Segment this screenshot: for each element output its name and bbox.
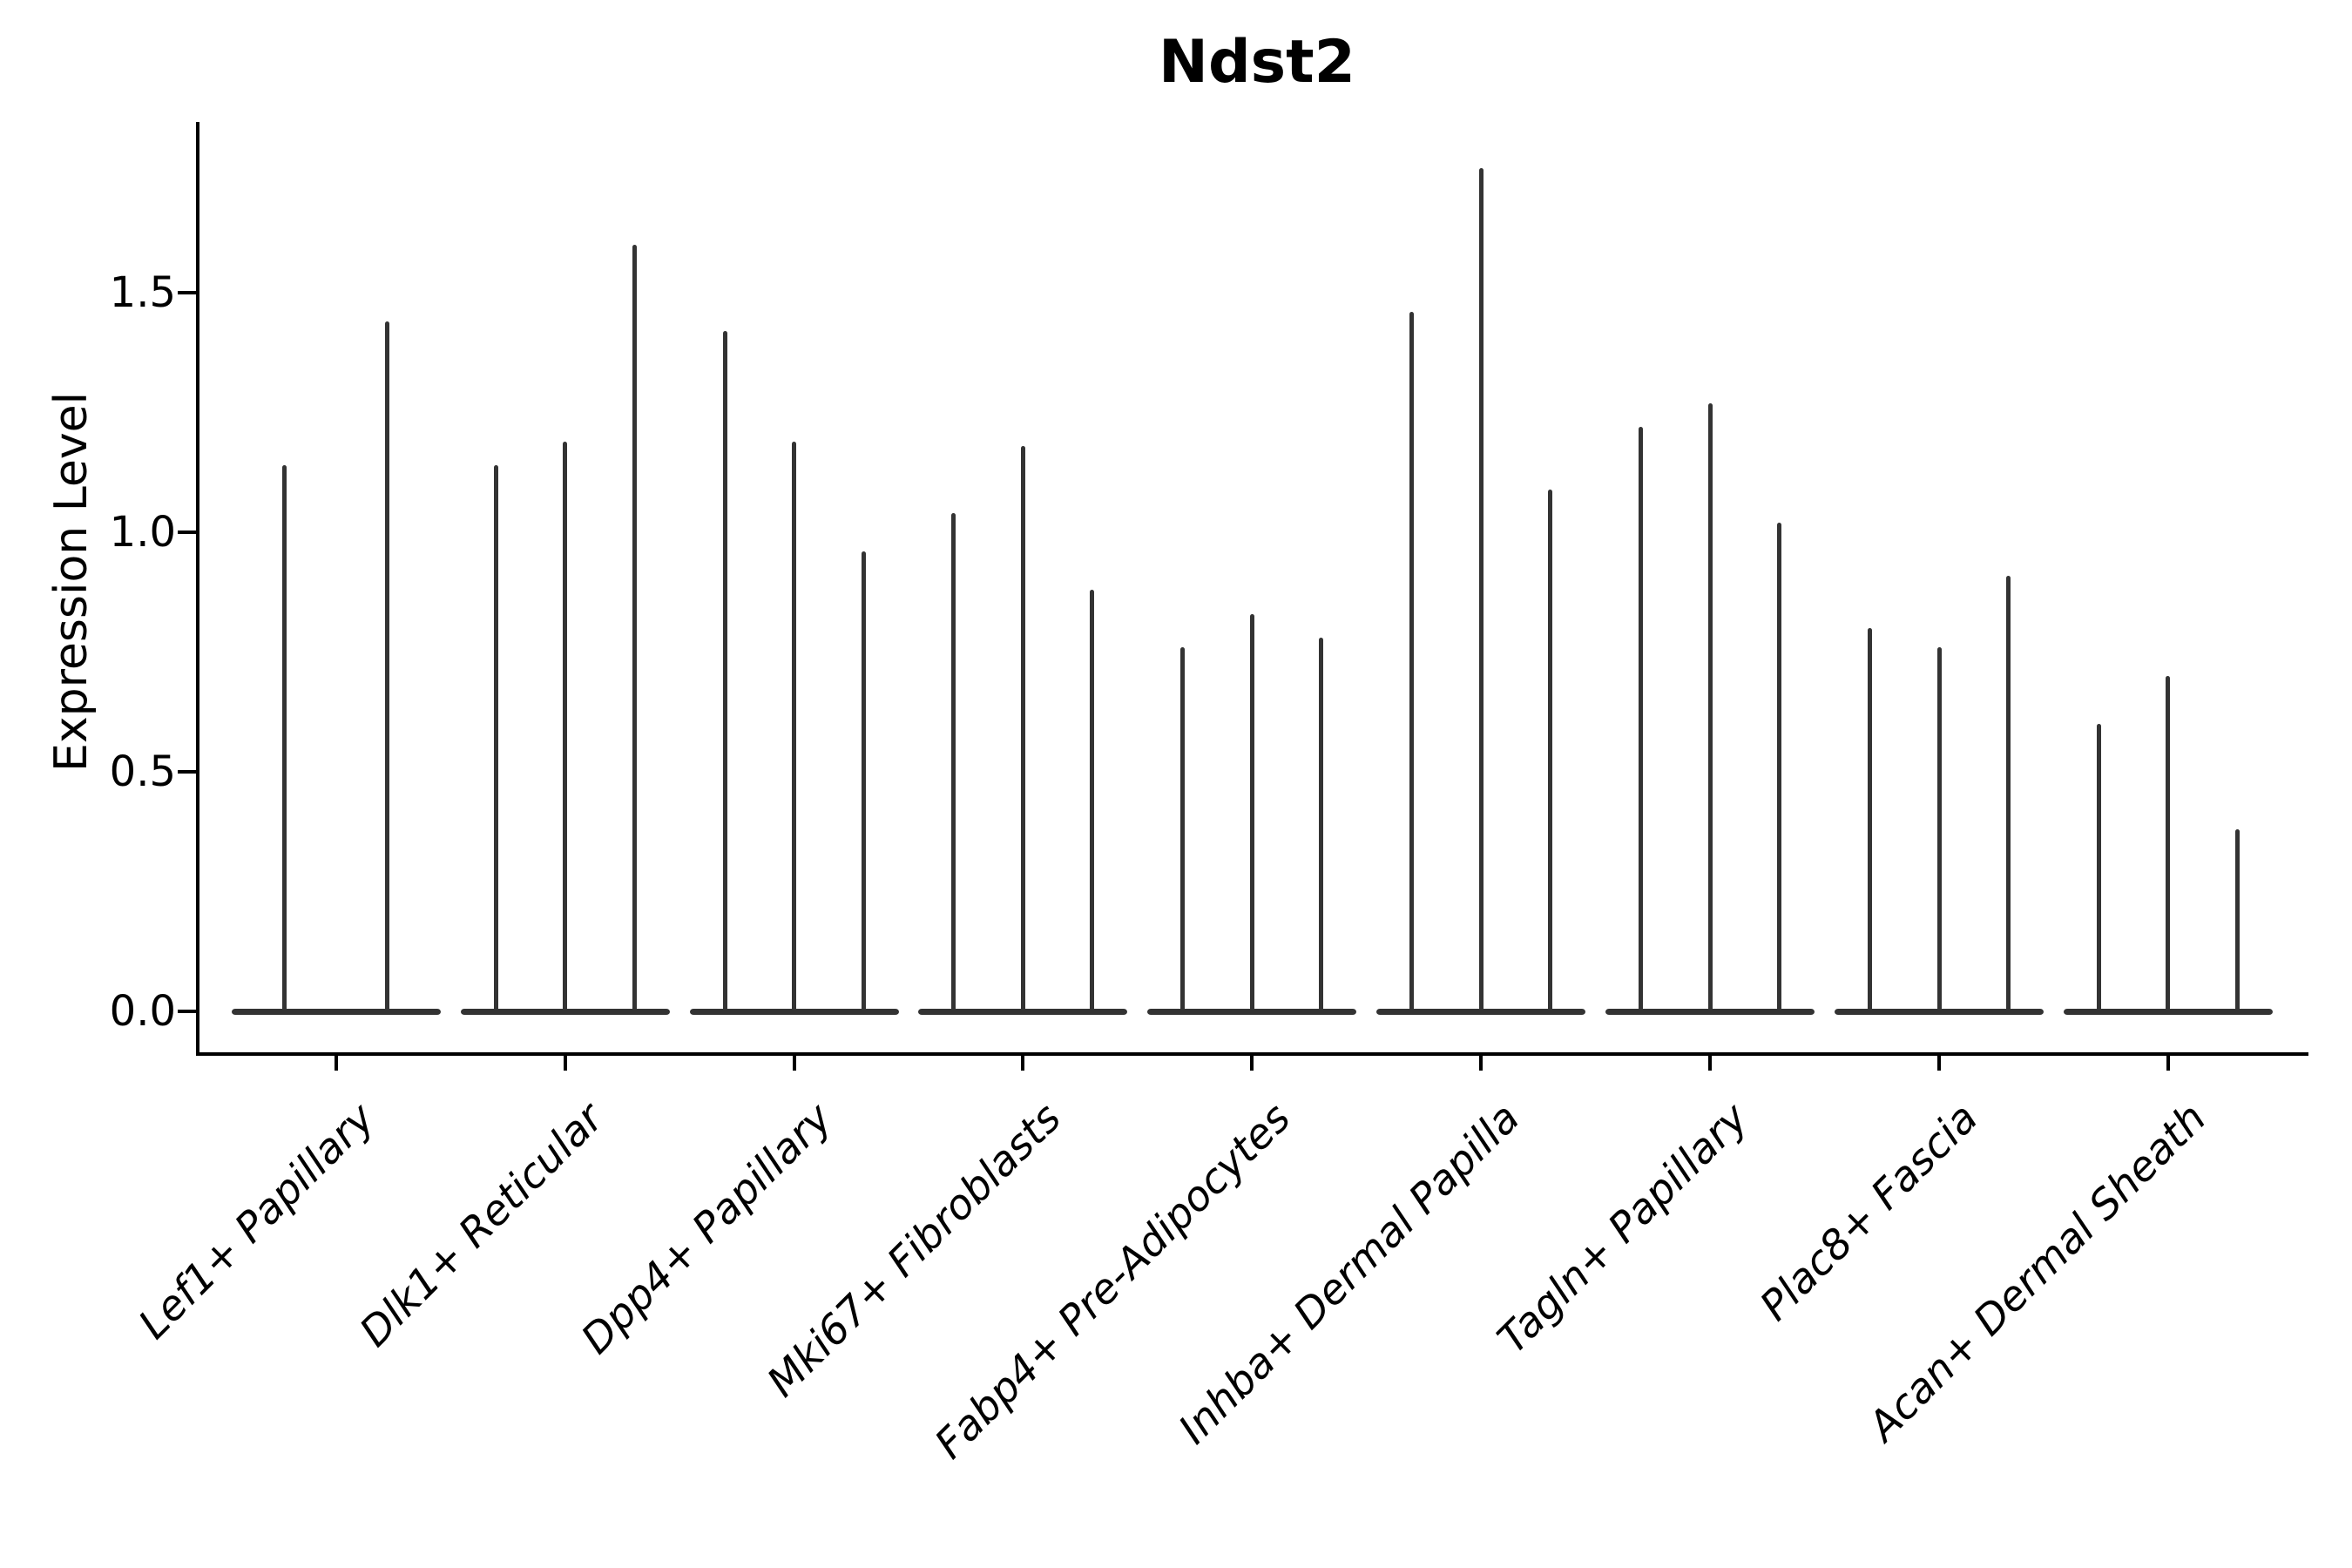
violin-spike — [493, 465, 498, 1011]
violin-spike — [1639, 427, 1644, 1011]
violin-base — [231, 1008, 441, 1015]
violin-spike — [385, 321, 390, 1011]
x-tick-mark — [1021, 1056, 1025, 1071]
violin-spike — [2166, 676, 2171, 1011]
violin-base — [918, 1008, 1128, 1015]
violin-spike — [2234, 829, 2240, 1011]
violin-spike — [1868, 628, 1872, 1011]
violin-spike — [1249, 613, 1254, 1011]
x-tick-mark — [792, 1056, 796, 1071]
violin-base — [1376, 1008, 1586, 1015]
violin-spike — [1090, 590, 1095, 1011]
x-tick-mark — [1250, 1056, 1254, 1071]
x-tick-mark — [563, 1056, 567, 1071]
violin-spike — [1936, 647, 1942, 1011]
violin-spike — [1777, 523, 1782, 1011]
x-tick-label: Lef1+ Papillary — [129, 1094, 384, 1349]
violin-spike — [2096, 724, 2101, 1011]
y-axis-label: Expression Level — [45, 391, 98, 773]
violin-spike — [1020, 446, 1025, 1011]
x-tick-mark — [1937, 1056, 1941, 1071]
violin-base — [1835, 1008, 2044, 1015]
violin-spike — [951, 513, 956, 1011]
violin-spike — [2006, 575, 2011, 1011]
violin-spike — [282, 465, 287, 1011]
violin-spike — [792, 441, 796, 1011]
x-tick-label: Dlk1+ Reticular — [350, 1094, 613, 1356]
violin-spike — [1319, 638, 1324, 1011]
violin-spike — [861, 551, 866, 1011]
violin-spike — [722, 331, 727, 1011]
violin-base — [689, 1008, 899, 1015]
y-tick-label: 1.0 — [109, 508, 176, 557]
violin-spike — [1409, 312, 1415, 1011]
violin-spike — [563, 441, 568, 1011]
x-tick-label: Plac8+ Fascia — [1750, 1094, 1987, 1331]
violin-base — [1605, 1008, 1815, 1015]
y-tick-mark — [178, 531, 196, 534]
y-tick-mark — [178, 291, 196, 294]
x-tick-mark — [1708, 1056, 1713, 1071]
y-tick-label: 0.5 — [109, 747, 176, 796]
violin-spike — [1478, 168, 1484, 1011]
y-tick-label: 0.0 — [109, 987, 176, 1036]
y-tick-mark — [178, 770, 196, 774]
violin-base — [2063, 1008, 2273, 1015]
violin-spike — [1707, 402, 1713, 1011]
y-tick-label: 1.5 — [109, 268, 176, 317]
x-tick-label: Tagln+ Papillary — [1489, 1094, 1759, 1363]
chart-title: Ndst2 — [1159, 28, 1355, 97]
x-tick-mark — [1479, 1056, 1484, 1071]
violin-base — [460, 1008, 670, 1015]
x-tick-label: Dpp4+ Papillary — [572, 1094, 842, 1364]
violin-spike — [1180, 647, 1186, 1011]
violin-base — [1147, 1008, 1357, 1015]
x-tick-mark — [334, 1056, 338, 1071]
y-axis-spine — [196, 122, 199, 1056]
x-tick-mark — [2166, 1056, 2170, 1071]
x-axis-spine — [196, 1052, 2308, 1056]
y-tick-mark — [178, 1010, 196, 1013]
violin-spike — [632, 245, 637, 1011]
violin-spike — [1548, 489, 1553, 1011]
